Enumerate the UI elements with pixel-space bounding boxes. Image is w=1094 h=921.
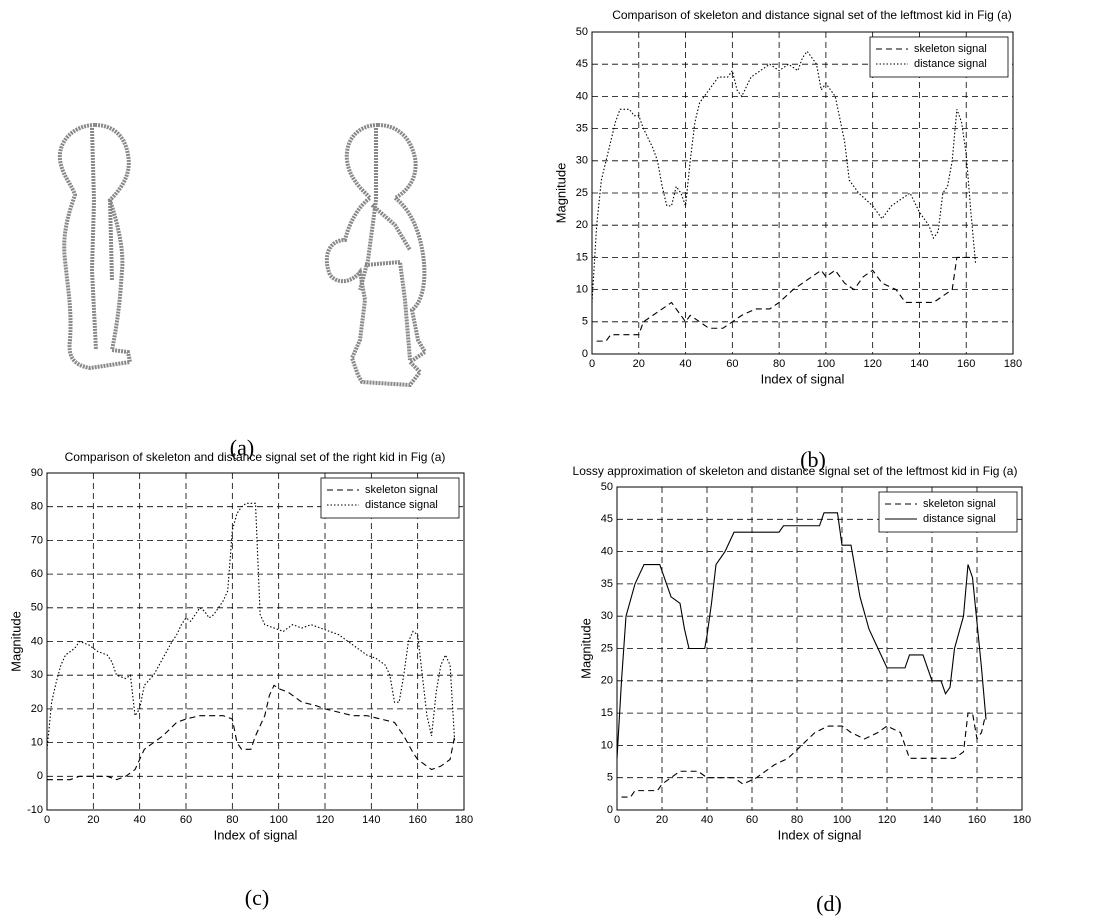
legend-box	[878, 491, 1018, 533]
y-tick-label: 35	[601, 578, 613, 590]
y-tick-label: 30	[31, 669, 43, 681]
x-tick-label: 80	[773, 358, 785, 370]
x-tick-label: 40	[134, 814, 146, 826]
chart-title: Comparison of skeleton and distance sign…	[65, 450, 446, 464]
x-tick-label: 20	[87, 814, 99, 826]
y-tick-label: 30	[576, 155, 588, 167]
y-tick-label: 0	[607, 804, 613, 816]
chart-title: Comparison of skeleton and distance sign…	[612, 8, 1012, 22]
plot-frame	[46, 472, 465, 811]
series-line	[47, 684, 456, 781]
x-tick-label: 80	[226, 814, 238, 826]
x-tick-label: 160	[957, 358, 975, 370]
y-tick-label: 90	[31, 467, 43, 479]
y-axis-label: Magnitude	[8, 611, 23, 672]
x-axis-label: Index of signal	[778, 827, 862, 842]
y-tick-label: 25	[576, 187, 588, 199]
x-tick-label: 80	[791, 814, 803, 826]
y-tick-label: 10	[31, 737, 43, 749]
plot-frame	[591, 31, 1014, 355]
y-tick-label: 10	[601, 739, 613, 751]
y-tick-label: 0	[582, 348, 588, 360]
legend-label: skeleton signal	[914, 43, 987, 55]
legend-label: distance signal	[923, 513, 996, 525]
y-axis-label: Magnitude	[578, 618, 593, 679]
y-tick-label: 25	[601, 642, 613, 654]
x-tick-label: 180	[1013, 814, 1031, 826]
panel-caption: (a)	[230, 435, 254, 460]
y-tick-label: 40	[576, 90, 588, 102]
y-tick-label: 60	[31, 568, 43, 580]
y-tick-label: 45	[601, 513, 613, 525]
y-tick-label: 15	[576, 251, 588, 263]
y-tick-label: 0	[37, 770, 43, 782]
x-tick-label: 20	[633, 358, 645, 370]
y-tick-label: 70	[31, 534, 43, 546]
x-tick-label: 100	[833, 814, 851, 826]
x-tick-label: 0	[589, 358, 595, 370]
x-tick-label: 60	[746, 814, 758, 826]
y-tick-label: 5	[582, 316, 588, 328]
y-tick-label: 20	[31, 703, 43, 715]
panel-caption: (b)	[800, 447, 826, 472]
y-tick-label: 80	[31, 501, 43, 513]
y-tick-label: 20	[576, 219, 588, 231]
chart-title: Lossy approximation of skeleton and dist…	[573, 464, 1018, 478]
x-tick-label: 120	[878, 814, 896, 826]
y-tick-label: 45	[576, 58, 588, 70]
legend-label: skeleton signal	[365, 484, 438, 496]
x-tick-label: 0	[614, 814, 620, 826]
x-tick-label: 140	[362, 814, 380, 826]
x-tick-label: 180	[1004, 358, 1022, 370]
y-tick-label: 40	[601, 546, 613, 558]
y-axis-label: Magnitude	[553, 163, 568, 224]
panel-caption: (d)	[816, 891, 842, 916]
y-tick-label: -10	[27, 804, 43, 816]
x-tick-label: 100	[269, 814, 287, 826]
legend-box	[869, 36, 1009, 78]
x-axis-label: Index of signal	[761, 371, 845, 386]
legend-box	[320, 477, 460, 519]
x-tick-label: 20	[656, 814, 668, 826]
legend-label: distance signal	[914, 58, 987, 70]
y-tick-label: 35	[576, 123, 588, 135]
y-tick-label: 10	[576, 284, 588, 296]
series-line	[591, 50, 977, 303]
x-tick-label: 160	[968, 814, 986, 826]
legend-label: distance signal	[365, 499, 438, 511]
kid-silhouettes	[57, 122, 428, 388]
y-tick-label: 30	[601, 610, 613, 622]
series-line	[46, 502, 456, 750]
x-tick-label: 60	[180, 814, 192, 826]
x-tick-label: 120	[863, 358, 881, 370]
series-line	[621, 712, 987, 798]
x-tick-label: 180	[455, 814, 473, 826]
y-tick-label: 20	[601, 675, 613, 687]
x-tick-label: 140	[923, 814, 941, 826]
y-tick-label: 15	[601, 707, 613, 719]
series-line	[596, 256, 976, 342]
x-tick-label: 120	[316, 814, 334, 826]
x-tick-label: 40	[701, 814, 713, 826]
x-tick-label: 40	[679, 358, 691, 370]
legend-label: skeleton signal	[923, 498, 996, 510]
x-tick-label: 60	[726, 358, 738, 370]
y-tick-label: 50	[31, 602, 43, 614]
series-line	[616, 512, 987, 759]
panel-caption: (c)	[245, 885, 269, 910]
plot-frame	[616, 486, 1023, 811]
y-tick-label: 40	[31, 635, 43, 647]
y-tick-label: 5	[607, 772, 613, 784]
y-tick-label: 50	[601, 481, 613, 493]
x-tick-label: 160	[408, 814, 426, 826]
x-axis-label: Index of signal	[214, 827, 298, 842]
x-tick-label: 140	[910, 358, 928, 370]
y-tick-label: 50	[576, 26, 588, 38]
x-tick-label: 0	[44, 814, 50, 826]
x-tick-label: 100	[817, 358, 835, 370]
